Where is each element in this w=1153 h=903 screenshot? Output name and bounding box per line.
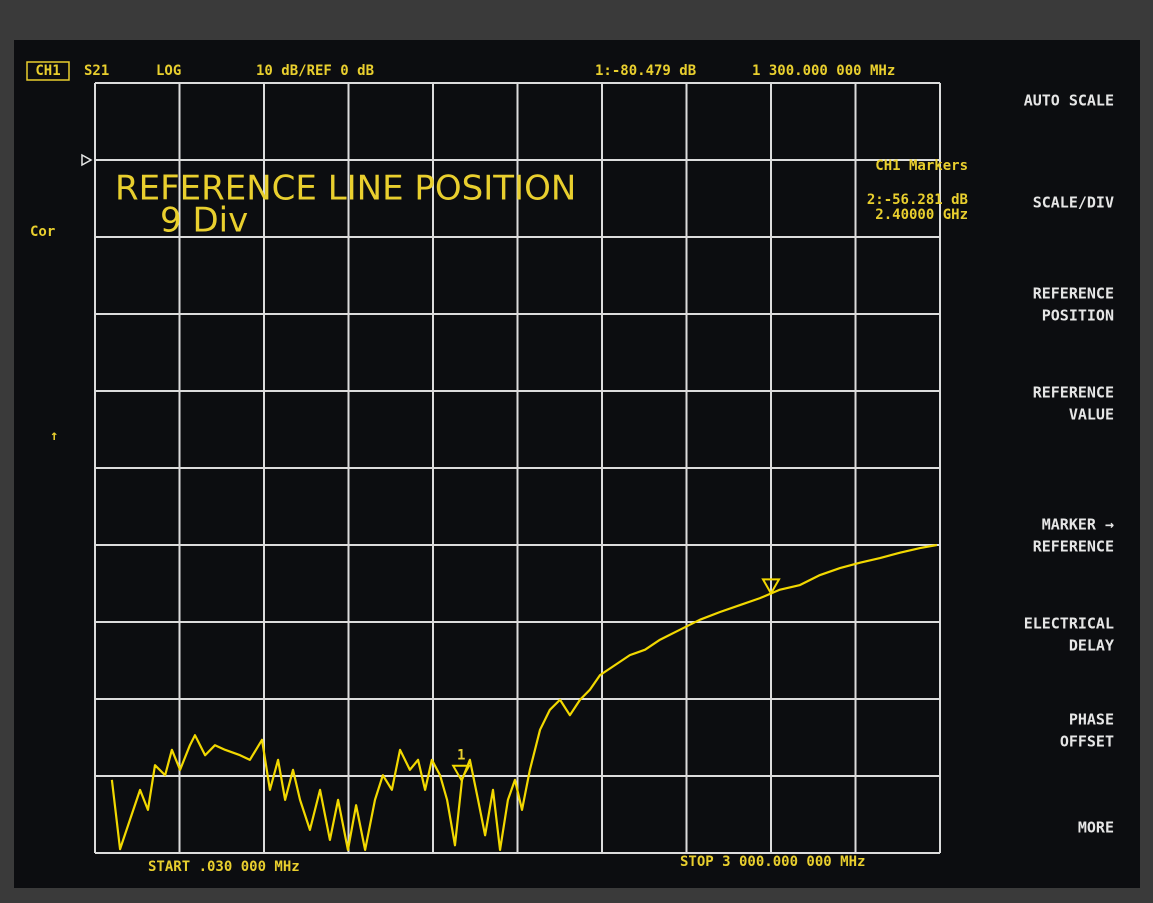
channel: CH1: [35, 63, 60, 79]
softkey-label: MORE: [1078, 819, 1114, 837]
markers-title: CH1 Markers: [875, 158, 968, 174]
softkey-label: REFERENCE: [1033, 285, 1114, 303]
softkey-label: VALUE: [1069, 406, 1114, 424]
softkey-label: MARKER →: [1042, 516, 1114, 534]
format: LOG: [156, 63, 181, 79]
softkey-label: OFFSET: [1060, 733, 1114, 751]
marker-label: 1: [457, 748, 465, 764]
softkey[interactable]: AUTO SCALE: [1024, 92, 1114, 110]
softkey-label: PHASE: [1069, 711, 1114, 729]
start: START .030 000 MHz: [148, 859, 300, 875]
stop: STOP 3 000.000 000 MHz: [680, 854, 865, 870]
arrow: ↑: [50, 428, 58, 444]
prompt-value: 9 Div: [160, 201, 248, 241]
softkey-label: REFERENCE: [1033, 384, 1114, 402]
softkey-label: SCALE/DIV: [1033, 194, 1114, 212]
softkey[interactable]: MORE: [1078, 819, 1114, 837]
softkey-label: REFERENCE: [1033, 538, 1114, 556]
marker2-value: 2:-56.281 dB: [867, 192, 968, 208]
parameter: S21: [84, 63, 109, 79]
softkey-label: DELAY: [1069, 637, 1114, 655]
marker1-freq: 1 300.000 000 MHz: [752, 63, 895, 79]
softkey-label: AUTO SCALE: [1024, 92, 1114, 110]
marker2-freq: 2.40000 GHz: [875, 207, 968, 223]
marker1-value: 1:-80.479 dB: [595, 63, 696, 79]
softkey-label: ELECTRICAL: [1024, 615, 1114, 633]
softkey[interactable]: SCALE/DIV: [1033, 194, 1114, 212]
scale: 10 dB/REF 0 dB: [256, 63, 374, 79]
cor: Cor: [30, 224, 55, 240]
softkey-label: POSITION: [1042, 307, 1114, 325]
analyzer-screen: CH1 S21 LOG 10 dB/REF 0 dB 1:-80.479 dB …: [0, 0, 1153, 903]
